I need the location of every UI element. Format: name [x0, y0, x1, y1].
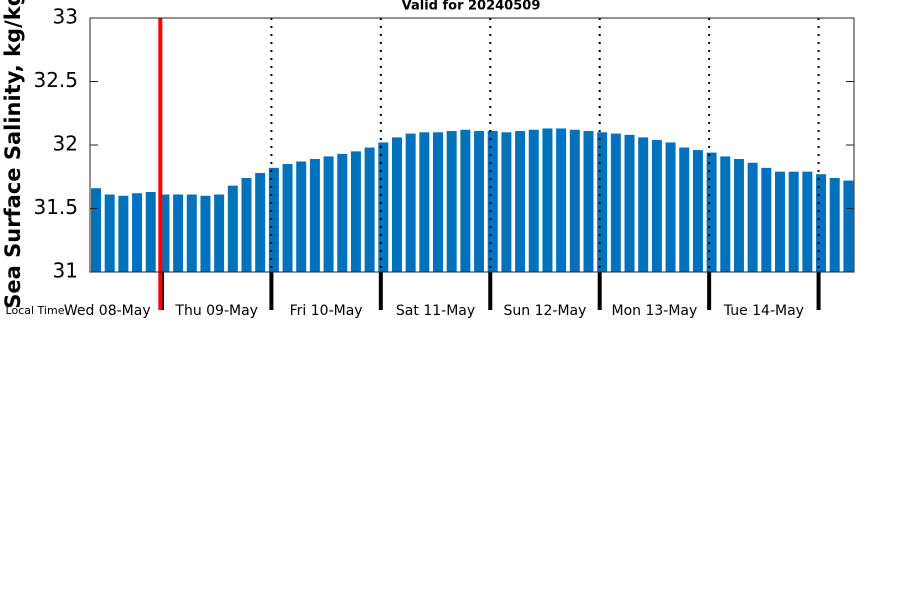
- bar: [583, 131, 594, 272]
- bar: [474, 131, 485, 272]
- bar: [487, 131, 498, 272]
- bar: [91, 188, 102, 272]
- x-tick-label: Wed 08-May: [64, 303, 151, 319]
- y-axis-label: Sea Surface Salinity, kg/kg: [1, 0, 25, 309]
- bar: [378, 142, 389, 272]
- y-tick-label: 32: [53, 132, 78, 156]
- bar: [651, 139, 662, 272]
- bar: [747, 162, 758, 272]
- bar: [337, 153, 348, 272]
- bar: [610, 133, 621, 272]
- y-tick-label: 31: [53, 259, 78, 283]
- bar: [364, 147, 375, 272]
- bar: [501, 132, 512, 272]
- bar: [569, 129, 580, 272]
- bar: [241, 178, 252, 272]
- bar: [829, 178, 840, 272]
- bar: [350, 151, 361, 272]
- bar: [775, 171, 785, 272]
- x-axis-label: Local Time: [6, 304, 65, 317]
- bar: [638, 137, 649, 272]
- bar: [802, 171, 813, 272]
- bar: [227, 185, 238, 272]
- bar: [296, 161, 307, 272]
- bar: [186, 194, 197, 272]
- x-tick-label: Sat 11-May: [396, 303, 475, 319]
- bar: [255, 172, 266, 272]
- bar: [104, 194, 115, 272]
- bar: [159, 194, 170, 272]
- y-tick-label: 31.5: [33, 195, 78, 219]
- bar: [556, 128, 567, 272]
- bar: [816, 174, 827, 272]
- bar: [446, 131, 457, 272]
- x-tick-label: Thu 09-May: [174, 303, 258, 319]
- bar: [433, 132, 443, 272]
- bar: [268, 167, 279, 272]
- bar: [173, 194, 184, 272]
- bar: [542, 128, 553, 272]
- y-tick-label: 32.5: [33, 68, 78, 92]
- bar: [692, 150, 703, 272]
- bar: [460, 129, 471, 272]
- bar: [419, 132, 430, 272]
- bar: [282, 164, 293, 272]
- bar: [706, 152, 717, 272]
- x-tick-label: Fri 10-May: [290, 303, 363, 319]
- bar: [843, 180, 854, 272]
- bar: [720, 156, 731, 272]
- bar: [200, 195, 211, 272]
- x-tick-label: Mon 13-May: [612, 303, 698, 319]
- bar: [132, 193, 143, 272]
- bar: [597, 132, 608, 272]
- bar: [733, 158, 744, 272]
- bar: [788, 171, 799, 272]
- bar: [391, 137, 402, 272]
- x-tick-label: Sun 12-May: [504, 303, 587, 319]
- bar: [624, 134, 635, 272]
- bar: [145, 191, 156, 272]
- bar: [405, 133, 416, 272]
- bar: [323, 156, 334, 272]
- bar: [761, 167, 772, 272]
- bar: [118, 195, 129, 272]
- x-tick-label: Tue 14-May: [723, 303, 804, 319]
- bar: [528, 129, 539, 272]
- bar: [214, 194, 225, 272]
- bar: [309, 158, 320, 272]
- bar: [679, 147, 690, 272]
- y-tick-label: 33: [53, 5, 78, 29]
- bar: [515, 131, 526, 272]
- chart-title: Valid for 20240509: [402, 0, 541, 14]
- bar: [665, 142, 676, 272]
